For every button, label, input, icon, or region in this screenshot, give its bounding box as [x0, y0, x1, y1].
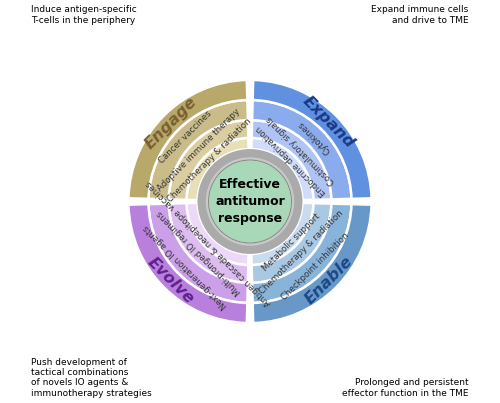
Text: Adoptive immune therapy: Adoptive immune therapy: [156, 107, 242, 193]
Wedge shape: [148, 100, 248, 199]
Wedge shape: [252, 138, 314, 200]
Circle shape: [210, 161, 290, 242]
Circle shape: [210, 161, 290, 242]
Wedge shape: [252, 204, 372, 323]
Text: Chemotherapy & radiation: Chemotherapy & radiation: [166, 117, 252, 204]
Wedge shape: [252, 80, 372, 199]
Wedge shape: [252, 204, 352, 303]
Wedge shape: [168, 120, 248, 200]
Text: Enable: Enable: [302, 253, 356, 307]
Wedge shape: [186, 203, 248, 265]
Wedge shape: [148, 204, 248, 303]
Text: Costimulatory signals: Costimulatory signals: [265, 114, 338, 186]
Text: Cancer vaccines: Cancer vaccines: [157, 109, 214, 165]
Wedge shape: [252, 203, 332, 283]
Wedge shape: [186, 138, 248, 200]
Text: Push development of
tactical combinations
of novels IO agents &
immunotherapy st: Push development of tactical combination…: [32, 357, 152, 398]
Text: Evolve: Evolve: [145, 254, 198, 307]
Text: Induce antigen-specific
T-cells in the periphery: Induce antigen-specific T-cells in the p…: [32, 5, 137, 25]
Wedge shape: [252, 100, 352, 199]
Wedge shape: [252, 203, 314, 265]
Text: Antigen cascade & neoepitope vaccines: Antigen cascade & neoepitope vaccines: [144, 178, 274, 307]
Text: Multi-pronged IO regimens: Multi-pronged IO regimens: [155, 209, 242, 297]
Wedge shape: [252, 120, 332, 200]
Text: Endocrine deprivation: Endocrine deprivation: [254, 124, 328, 197]
Text: Next-generation IO agents: Next-generation IO agents: [142, 222, 229, 310]
Text: Effective
antitumor
response: Effective antitumor response: [215, 178, 285, 225]
Text: Engage: Engage: [142, 93, 200, 152]
Text: Checkpoint inhibition: Checkpoint inhibition: [279, 231, 350, 302]
Wedge shape: [128, 80, 248, 199]
Text: Prolonged and persistent
effector function in the TME: Prolonged and persistent effector functi…: [342, 378, 468, 398]
Wedge shape: [208, 160, 292, 243]
Wedge shape: [168, 203, 248, 283]
Circle shape: [206, 158, 294, 245]
Text: Cytokines: Cytokines: [296, 118, 333, 155]
Text: Expand immune cells
and drive to TME: Expand immune cells and drive to TME: [372, 5, 468, 25]
Text: Chemotherapy & radiation: Chemotherapy & radiation: [258, 209, 345, 297]
Wedge shape: [128, 204, 248, 323]
Text: Metabolic support: Metabolic support: [260, 212, 322, 273]
Text: Expand: Expand: [300, 94, 358, 152]
Wedge shape: [198, 149, 302, 254]
